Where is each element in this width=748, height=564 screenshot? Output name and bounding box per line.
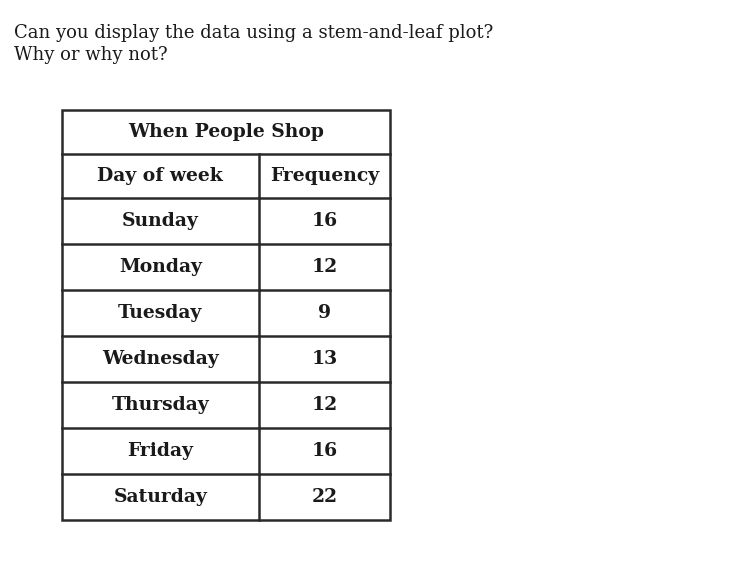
Text: 16: 16 bbox=[311, 442, 337, 460]
Text: Monday: Monday bbox=[119, 258, 202, 276]
Text: 22: 22 bbox=[311, 488, 337, 506]
Text: 9: 9 bbox=[318, 304, 331, 322]
Text: 12: 12 bbox=[311, 258, 337, 276]
Text: Why or why not?: Why or why not? bbox=[14, 46, 168, 64]
Text: Wednesday: Wednesday bbox=[102, 350, 218, 368]
Text: 13: 13 bbox=[311, 350, 337, 368]
Text: When People Shop: When People Shop bbox=[128, 123, 324, 141]
Text: Tuesday: Tuesday bbox=[118, 304, 203, 322]
Text: 16: 16 bbox=[311, 212, 337, 230]
Text: Day of week: Day of week bbox=[97, 167, 224, 185]
Text: Frequency: Frequency bbox=[270, 167, 379, 185]
Text: Sunday: Sunday bbox=[122, 212, 199, 230]
Text: Saturday: Saturday bbox=[114, 488, 207, 506]
Text: 12: 12 bbox=[311, 396, 337, 414]
Text: Thursday: Thursday bbox=[111, 396, 209, 414]
Text: Friday: Friday bbox=[127, 442, 194, 460]
Text: Can you display the data using a stem-and-leaf plot?: Can you display the data using a stem-an… bbox=[14, 24, 493, 42]
